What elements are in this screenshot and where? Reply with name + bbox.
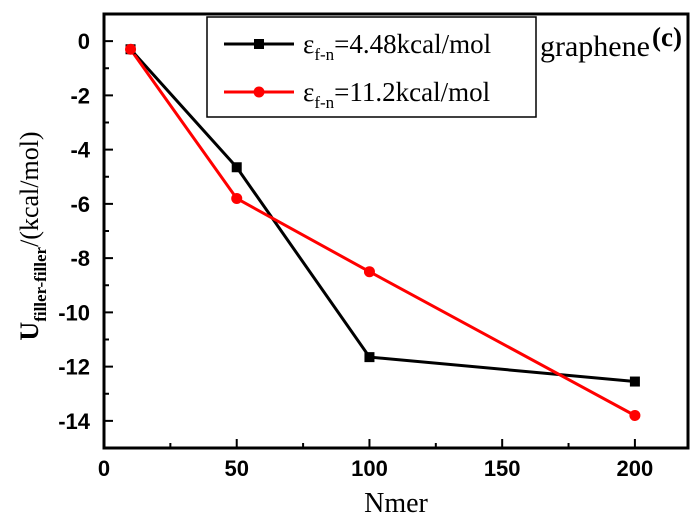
plot-frame: [102, 12, 690, 450]
y-axis-title: Ufiller-filler/(kcal/mol): [15, 131, 50, 340]
x-tick-label-2: 100: [351, 456, 388, 481]
y-tick-label-1: -2: [70, 83, 90, 108]
legend: εf-n=4.48kcal/mol εf-n=11.2kcal/mol: [206, 16, 537, 118]
y-tick-label-6: -12: [58, 355, 90, 380]
annotation-panel-label: (c): [652, 22, 682, 52]
legend-box: [206, 16, 537, 118]
data-point-series-1-1: [231, 162, 242, 173]
series-line-1: [129, 48, 636, 383]
legend-marker-series-2: [253, 86, 265, 98]
data-point-series-2-2: [363, 266, 375, 278]
data-point-series-2-1: [231, 192, 243, 204]
x-tick-label-4: 200: [617, 456, 654, 481]
series-layer: [125, 43, 641, 421]
y-tick-label-2: -4: [70, 138, 90, 163]
y-tick-label-7: -14: [58, 409, 91, 434]
data-point-series-2-0: [125, 43, 137, 55]
x-tick-label-0: 0: [98, 456, 110, 481]
data-point-series-2-3: [629, 409, 641, 421]
legend-entry-series-1: εf-n=4.48kcal/mol: [224, 29, 491, 64]
annotation-graphene: graphene: [540, 30, 650, 63]
x-tick-label-3: 150: [484, 456, 521, 481]
legend-marker-series-1: [254, 39, 264, 49]
data-point-series-1-2: [364, 352, 375, 363]
x-tick-label-1: 50: [224, 456, 248, 481]
y-tick-label-0: 0: [78, 29, 90, 54]
legend-label-series-2: εf-n=11.2kcal/mol: [303, 77, 490, 112]
series-line-2: [129, 48, 636, 417]
y-tick-label-5: -10: [58, 300, 90, 325]
x-axis-title: Nmer: [364, 488, 428, 518]
legend-label-series-1: εf-n=4.48kcal/mol: [303, 29, 491, 64]
y-tick-label-3: -6: [70, 192, 90, 217]
legend-entry-series-2: εf-n=11.2kcal/mol: [224, 77, 490, 112]
data-point-series-1-3: [629, 376, 640, 387]
y-tick-label-4: -8: [70, 246, 90, 271]
